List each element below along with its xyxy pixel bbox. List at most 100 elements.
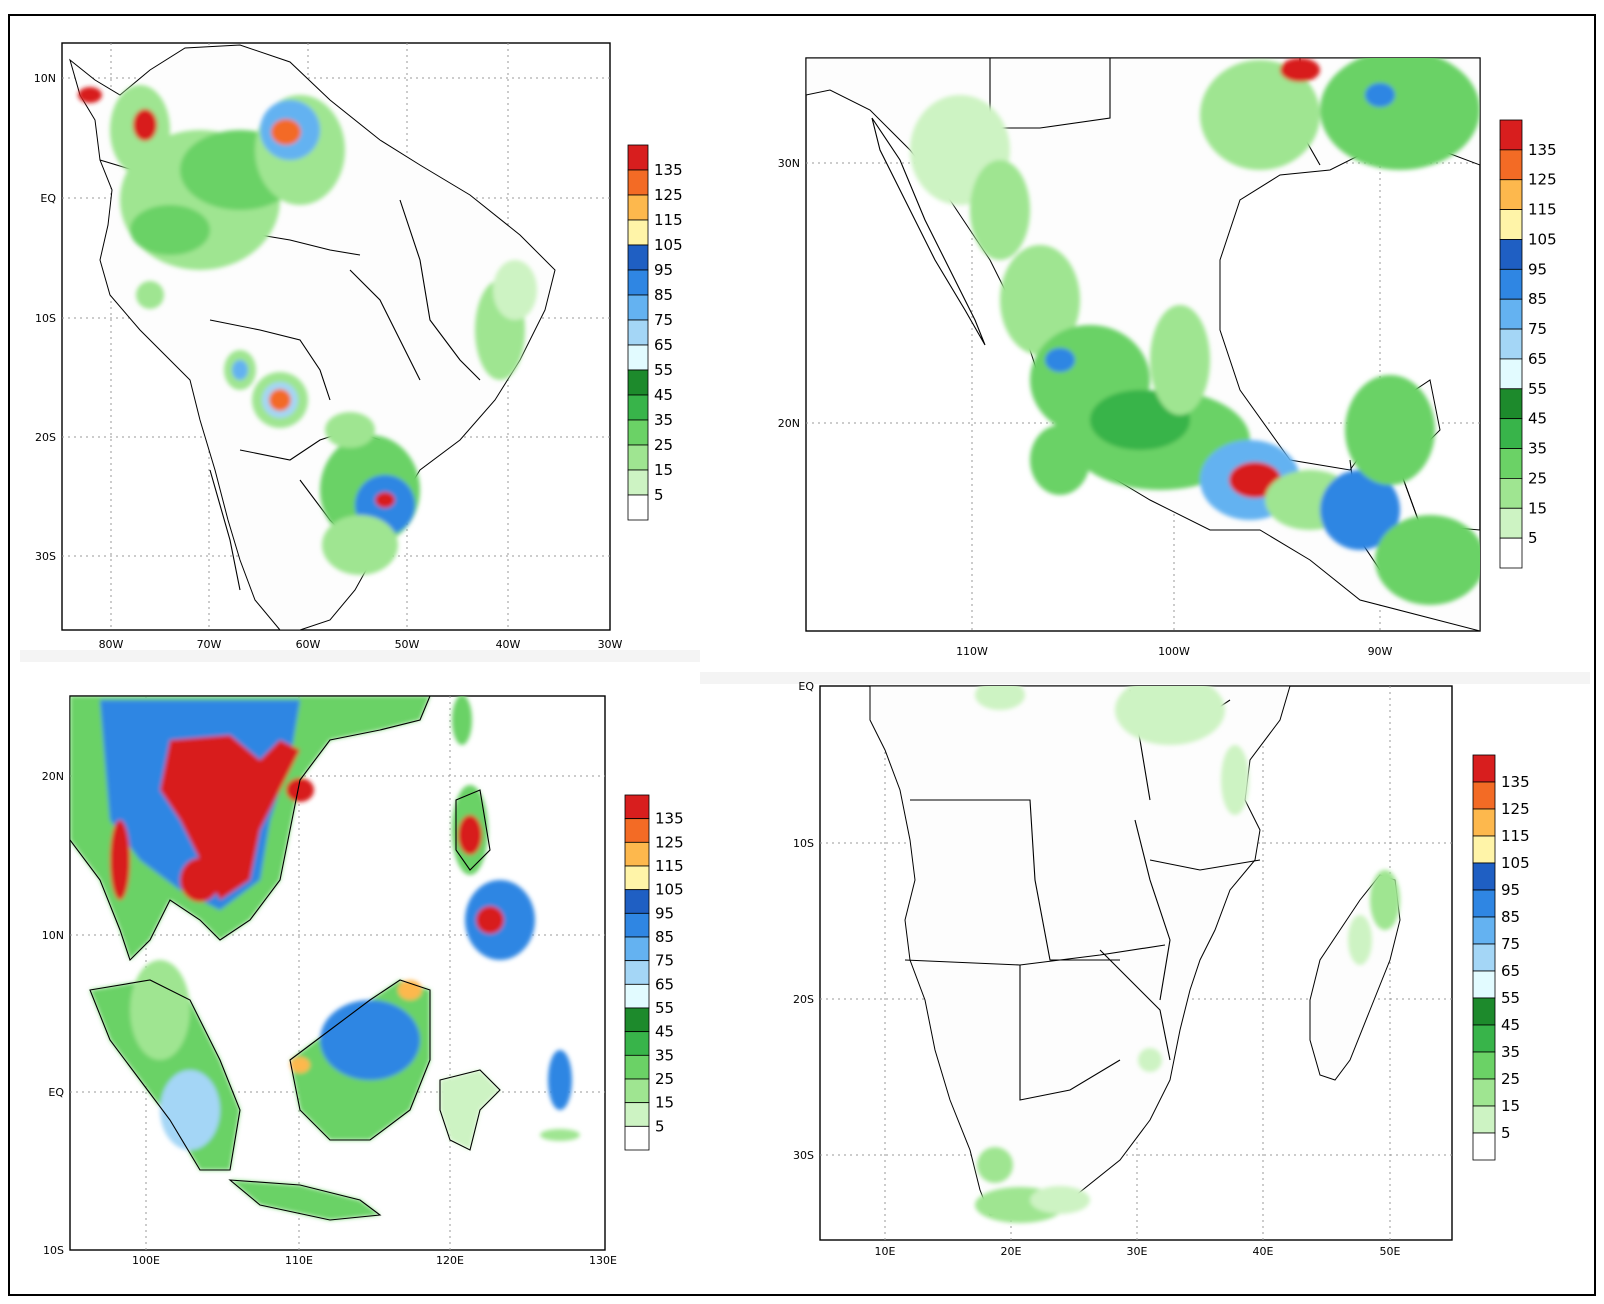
- colorbar-label: 115: [655, 857, 684, 875]
- colorbar-swatch: [1499, 268, 1523, 300]
- colorbar-swatch: [627, 219, 649, 246]
- colorbar-swatch: [624, 794, 650, 820]
- colorbar-swatch: [624, 818, 650, 843]
- colorbar-label: 125: [654, 186, 683, 204]
- colorbar-swatch: [1499, 537, 1523, 569]
- x-tick: 60W: [296, 638, 321, 651]
- y-tick-labels: 10N EQ 10S 20S 30S: [34, 72, 57, 563]
- madagascar-outline: [1309, 874, 1401, 1081]
- colorbar-swatch: [627, 419, 649, 446]
- colorbar-label: 105: [655, 881, 684, 899]
- colorbar-swatch: [1472, 862, 1496, 891]
- colorbar-swatch: [1499, 179, 1523, 211]
- colorbar-label: 55: [1528, 380, 1547, 398]
- precip-field: [910, 58, 1480, 605]
- colorbar-label: 105: [1528, 230, 1557, 248]
- colorbar-label: 25: [1528, 469, 1547, 487]
- x-tick: 10E: [875, 1245, 896, 1258]
- precip-field: [70, 696, 580, 1220]
- colorbar-label: 105: [654, 236, 683, 254]
- colorbar-swatch: [624, 1031, 650, 1056]
- colorbar-label: 115: [1528, 201, 1557, 219]
- colorbar-label: 55: [654, 361, 673, 379]
- colorbar-label: 135: [1528, 141, 1557, 159]
- colorbar-label: 75: [654, 311, 673, 329]
- colorbar-swatch: [1472, 889, 1496, 918]
- colorbar-swatch: [1472, 997, 1496, 1026]
- panel-separator: [20, 650, 700, 662]
- y-tick: EQ: [40, 192, 56, 205]
- colorbar-swatch: [1472, 1132, 1496, 1161]
- colorbar-label: 5: [1528, 529, 1538, 547]
- colorbar-swatch: [1499, 239, 1523, 270]
- colorbar-label: 85: [1501, 908, 1520, 926]
- y-tick: 30S: [35, 550, 56, 563]
- colorbar-label: 25: [1501, 1070, 1520, 1088]
- x-tick: 40E: [1253, 1245, 1274, 1258]
- y-tick: 10S: [35, 312, 56, 325]
- colorbar-label: 5: [655, 1117, 665, 1135]
- x-tick: 40W: [496, 638, 521, 651]
- colorbar-label: 125: [1501, 800, 1530, 818]
- colorbar-swatch: [627, 394, 649, 421]
- colorbar-swatch: [627, 169, 649, 196]
- colorbar-label: 15: [1501, 1097, 1520, 1115]
- colorbar-swatch: [1499, 298, 1523, 330]
- colorbar-swatch: [624, 912, 650, 938]
- colorbar-label: 125: [1528, 171, 1557, 189]
- colorbar-swatch: [624, 983, 650, 1009]
- colorbar-label: 95: [1528, 260, 1547, 278]
- colorbar-label: 125: [655, 833, 684, 851]
- colorbar-swatch: [1472, 943, 1496, 972]
- y-tick: 10S: [793, 837, 814, 850]
- colorbar-swatch: [627, 444, 649, 471]
- map-panel-mexico: 110W 100W 90W 30N 20N 5 15 25 35 45 55 65 75 85 9…: [778, 57, 1557, 658]
- colorbar-swatch: [1472, 916, 1496, 945]
- colorbar-swatch: [1472, 1078, 1496, 1107]
- colorbar-label: 75: [655, 952, 674, 970]
- colorbar-label: 45: [1528, 410, 1547, 428]
- colorbar-swatch: [624, 960, 650, 985]
- colorbar-swatch: [1472, 1105, 1496, 1134]
- panel-separator: [700, 672, 1590, 684]
- colorbar-swatch: [627, 344, 649, 371]
- colorbar-swatch: [627, 269, 649, 296]
- colorbar-swatch: [1499, 388, 1523, 420]
- x-tick: 90W: [1368, 645, 1393, 658]
- precip-field: [975, 686, 1400, 1223]
- colorbar-label: 65: [654, 336, 673, 354]
- colorbar-swatch: [627, 319, 649, 346]
- colorbar-swatch: [627, 469, 649, 496]
- colorbar-swatch: [1472, 781, 1496, 810]
- colorbar-swatch: [1499, 418, 1523, 449]
- colorbar-label: 35: [1528, 440, 1547, 458]
- colorbar-swatch: [624, 841, 650, 867]
- map-panel-southern-africa: 10E 20E 30E 40E 50E EQ 10S 20S 30S 5 15 25…: [793, 680, 1530, 1258]
- colorbar-label: 65: [1501, 962, 1520, 980]
- colorbar-swatch: [624, 889, 650, 914]
- colorbar-label: 95: [654, 261, 673, 279]
- colorbar-swatch: [627, 294, 649, 321]
- colorbar-label: 85: [1528, 290, 1547, 308]
- y-tick: EQ: [798, 680, 814, 693]
- colorbar-legend: 5 15 25 35 45 55 65 75 85 95 105 115 125 135: [1499, 119, 1557, 569]
- colorbar-label: 65: [655, 975, 674, 993]
- colorbar-swatch: [1472, 1024, 1496, 1053]
- y-tick-labels: EQ 10S 20S 30S: [793, 680, 814, 1162]
- colorbar-swatch: [627, 194, 649, 221]
- colorbar-label: 65: [1528, 350, 1547, 368]
- colorbar-label: 15: [654, 461, 673, 479]
- baja-california-outline: [871, 117, 986, 346]
- colorbar-label: 85: [655, 928, 674, 946]
- colorbar-swatch: [1499, 209, 1523, 240]
- x-tick: 30W: [598, 638, 623, 651]
- colorbar-swatch: [1499, 358, 1523, 390]
- colorbar-legend: 5 15 25 35 45 55 65 75 85 95 105 115 125 135: [1472, 754, 1530, 1161]
- x-tick: 50W: [395, 638, 420, 651]
- x-tick: 100W: [1158, 645, 1190, 658]
- x-tick-labels: 80W 70W 60W 50W 40W 30W: [99, 638, 623, 651]
- colorbar-label: 25: [654, 436, 673, 454]
- y-tick: 20N: [42, 770, 64, 783]
- colorbar-label: 55: [655, 999, 674, 1017]
